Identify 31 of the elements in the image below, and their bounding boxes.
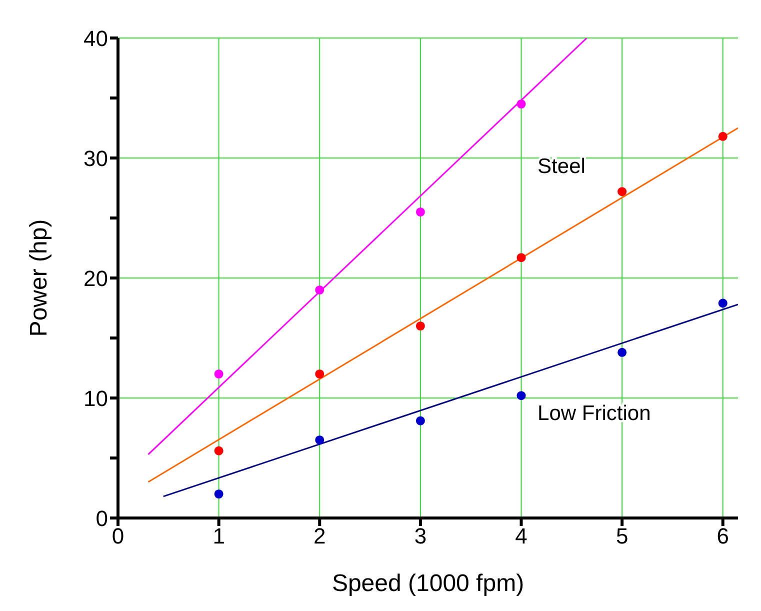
point (416, 321, 425, 331)
y-axis-title: Power (hp) (26, 219, 53, 337)
x-tick-label: 4 (515, 524, 528, 549)
y-tick-label: 40 (84, 26, 108, 51)
point (718, 298, 728, 308)
y-tick-label: 0 (96, 506, 108, 531)
point (315, 285, 324, 295)
x-tick-label: 2 (314, 524, 326, 549)
point (618, 187, 627, 196)
point (315, 369, 324, 379)
point (718, 132, 728, 141)
point (516, 253, 526, 262)
point (214, 369, 224, 379)
y-tick-label: 10 (84, 386, 108, 411)
point (214, 446, 224, 456)
x-tick-label: 5 (616, 524, 628, 549)
x-axis-title: Speed (1000 fpm) (332, 570, 524, 597)
point (214, 489, 224, 499)
y-tick-label: 30 (84, 146, 108, 171)
x-tick-label: 6 (716, 524, 730, 549)
point (416, 207, 425, 217)
series-label: Steel (538, 155, 586, 178)
x-tick-label: 3 (414, 524, 427, 549)
y-tick-label: 20 (84, 266, 108, 291)
point (416, 416, 425, 426)
x-tick-label: 1 (212, 524, 225, 549)
point (618, 348, 627, 357)
point (516, 391, 526, 400)
point (315, 435, 324, 445)
point (516, 99, 526, 109)
x-tick-label: 0 (112, 524, 124, 549)
